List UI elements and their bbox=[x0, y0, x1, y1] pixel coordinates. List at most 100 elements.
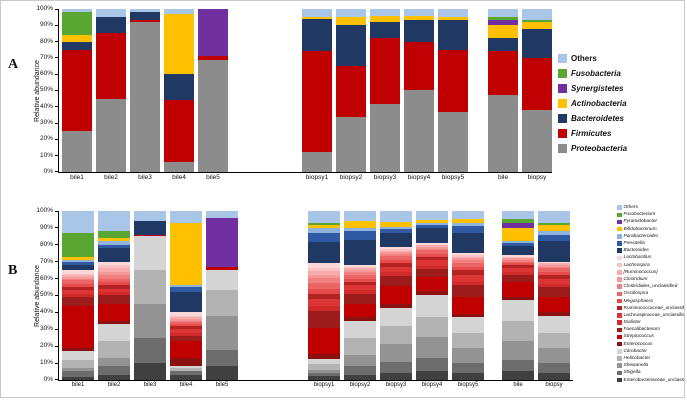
stacked-bar-bile: bile bbox=[502, 211, 534, 388]
segment-Others bbox=[522, 9, 552, 21]
legend-label: Enterobacteriaceae_unclassified bbox=[623, 377, 685, 383]
legend-swatch bbox=[617, 262, 622, 268]
segment-Others bbox=[502, 211, 534, 220]
x-tick-label: biopsy2 bbox=[349, 382, 371, 388]
segment-Bacteroidetes bbox=[370, 22, 400, 39]
segment-Shigella bbox=[308, 372, 340, 377]
legend-item: Ruminococcaceae_unclassified bbox=[617, 305, 685, 312]
legend-item: Streptococcus bbox=[617, 333, 684, 340]
legend-item: Citrobacter bbox=[617, 348, 684, 355]
segment-Actinobacteria bbox=[522, 22, 552, 29]
legend-swatch bbox=[558, 84, 567, 93]
segment-Lactobacillus bbox=[62, 270, 94, 274]
segment-Lactobacillus bbox=[502, 254, 534, 257]
legend-label: Proteobacteria bbox=[571, 144, 628, 153]
segment-Proteobacteria bbox=[522, 110, 552, 172]
segment-Faecalibacterium bbox=[308, 310, 340, 329]
stacked-bar-bile3: bile3 bbox=[130, 9, 160, 181]
stacked-bar-bile3: bile3 bbox=[134, 211, 166, 388]
segment-Citrobacter bbox=[502, 300, 534, 321]
segment-Bacteroidetes bbox=[522, 28, 552, 58]
segment-Synergistetes bbox=[488, 20, 518, 26]
segment-Enterococcus bbox=[308, 354, 340, 360]
segment-Actinobacteria bbox=[438, 17, 468, 21]
legend-label: Citrobacter bbox=[623, 348, 647, 354]
segment-Enterobacteriaceae_unclassified bbox=[134, 363, 166, 380]
segment-Shewanella bbox=[62, 368, 94, 372]
segment-Proteobacteria bbox=[438, 111, 468, 172]
segment-Citrobacter bbox=[206, 270, 238, 291]
segment-Firmicutes bbox=[130, 20, 160, 23]
segment-Bifidobacterium bbox=[308, 224, 340, 229]
x-tick-label: bile2 bbox=[107, 382, 121, 388]
legend-label: Lachnospira bbox=[623, 262, 650, 268]
segment-Parabacteroides bbox=[380, 227, 412, 229]
segment-Actinobacteria bbox=[302, 17, 332, 19]
segment-Ruminococcaceae_unclassified bbox=[308, 293, 340, 299]
segment-Others bbox=[98, 211, 130, 232]
segment-Firmicutes bbox=[488, 51, 518, 96]
segment-Streptococcus bbox=[308, 328, 340, 355]
segment-Enterobacteriaceae_unclassified bbox=[416, 371, 448, 380]
segment-Bifidobacterium bbox=[416, 219, 448, 223]
segment-Shewanella bbox=[380, 343, 412, 362]
segment-Shewanella bbox=[98, 357, 130, 367]
segment-Firmicutes bbox=[336, 66, 366, 117]
segment-Actinobacteria bbox=[62, 35, 92, 42]
legend-label: Fusobacterium bbox=[623, 212, 656, 218]
segment-Megasphaera bbox=[98, 281, 130, 286]
segment-Others bbox=[206, 211, 238, 218]
panel-a-bars: bile1 bile2 bile3 bile4 bile5 biopsy1 biopsy2 b… bbox=[59, 9, 552, 181]
legend-item: Fusobacterium bbox=[617, 211, 684, 218]
legend-swatch bbox=[617, 363, 622, 368]
segment-Clostridiales_unclassified bbox=[62, 278, 94, 281]
legend-swatch bbox=[558, 129, 567, 138]
legend-item: Bifidobacterium bbox=[617, 226, 684, 233]
segment-Proteobacteria bbox=[130, 22, 160, 172]
segment-Ruminococcaceae_unclassified bbox=[502, 265, 534, 269]
segment-Proteobacteria bbox=[62, 131, 92, 172]
segment-Enterobacteriaceae_unclassified bbox=[170, 374, 202, 380]
segment-[Ruminococcus] bbox=[344, 268, 376, 271]
segment-[Ruminococcus] bbox=[452, 256, 484, 259]
legend-label: Enterococcus bbox=[623, 341, 653, 347]
legend-item: Synergistetes bbox=[558, 81, 627, 96]
segment-Megasphaera bbox=[380, 259, 412, 264]
segment-Bacteroides bbox=[308, 242, 340, 263]
x-tick-label: biopsy5 bbox=[457, 382, 479, 388]
segment-Others bbox=[96, 9, 126, 18]
panel-b-label: B bbox=[8, 263, 18, 278]
legend-swatch bbox=[617, 320, 622, 325]
segment-Proteobacteria bbox=[404, 90, 434, 172]
segment-Lactobacillus bbox=[344, 265, 376, 267]
segment-Ruminococcaceae_unclassified bbox=[98, 285, 130, 289]
segment-Others bbox=[308, 211, 340, 224]
legend-label: Ruminococcaceae_unclassified bbox=[623, 305, 685, 311]
segment-Clostridium bbox=[502, 258, 534, 260]
segment-Actinobacteria bbox=[336, 17, 366, 26]
x-tick-label: bile1 bbox=[70, 174, 84, 181]
segment-Prevotella bbox=[452, 226, 484, 233]
legend-item: Lachnospiraceae_unclassified bbox=[617, 312, 684, 319]
legend-item: Enterobacteriaceae_unclassified bbox=[617, 377, 685, 384]
panel-a-y-ticks: 100% 90% 80% 70% 60% 50% 40% 30% 20% 10% 0% bbox=[36, 5, 53, 175]
segment-Oscillospira bbox=[170, 322, 202, 325]
legend-item: Proteobacteria bbox=[558, 141, 627, 156]
segment-Oscillospira bbox=[62, 280, 94, 284]
legend-swatch bbox=[617, 205, 622, 210]
segment-Parabacteroides bbox=[170, 285, 202, 288]
segment-Ruminococcaceae_unclassified bbox=[170, 325, 202, 330]
segment-Others bbox=[538, 211, 570, 223]
segment-Oscillospira bbox=[502, 261, 534, 264]
segment-Parabacteroides bbox=[62, 260, 94, 262]
segment-Lachnospira bbox=[344, 266, 376, 269]
segment-Bacteroides bbox=[452, 232, 484, 254]
x-tick-label: biopsy bbox=[527, 174, 547, 181]
segment-Faecalibacterium bbox=[380, 275, 412, 287]
legend-swatch bbox=[617, 270, 622, 275]
bar-group: biopsy1 biopsy2 biopsy3 biopsy4 biopsy5 bbox=[302, 9, 468, 181]
segment-Faecalibacterium bbox=[452, 285, 484, 298]
segment-Faecalibacterium bbox=[344, 293, 376, 304]
segment-Streptococcus bbox=[380, 286, 412, 305]
segment-Streptococcus bbox=[538, 297, 570, 313]
